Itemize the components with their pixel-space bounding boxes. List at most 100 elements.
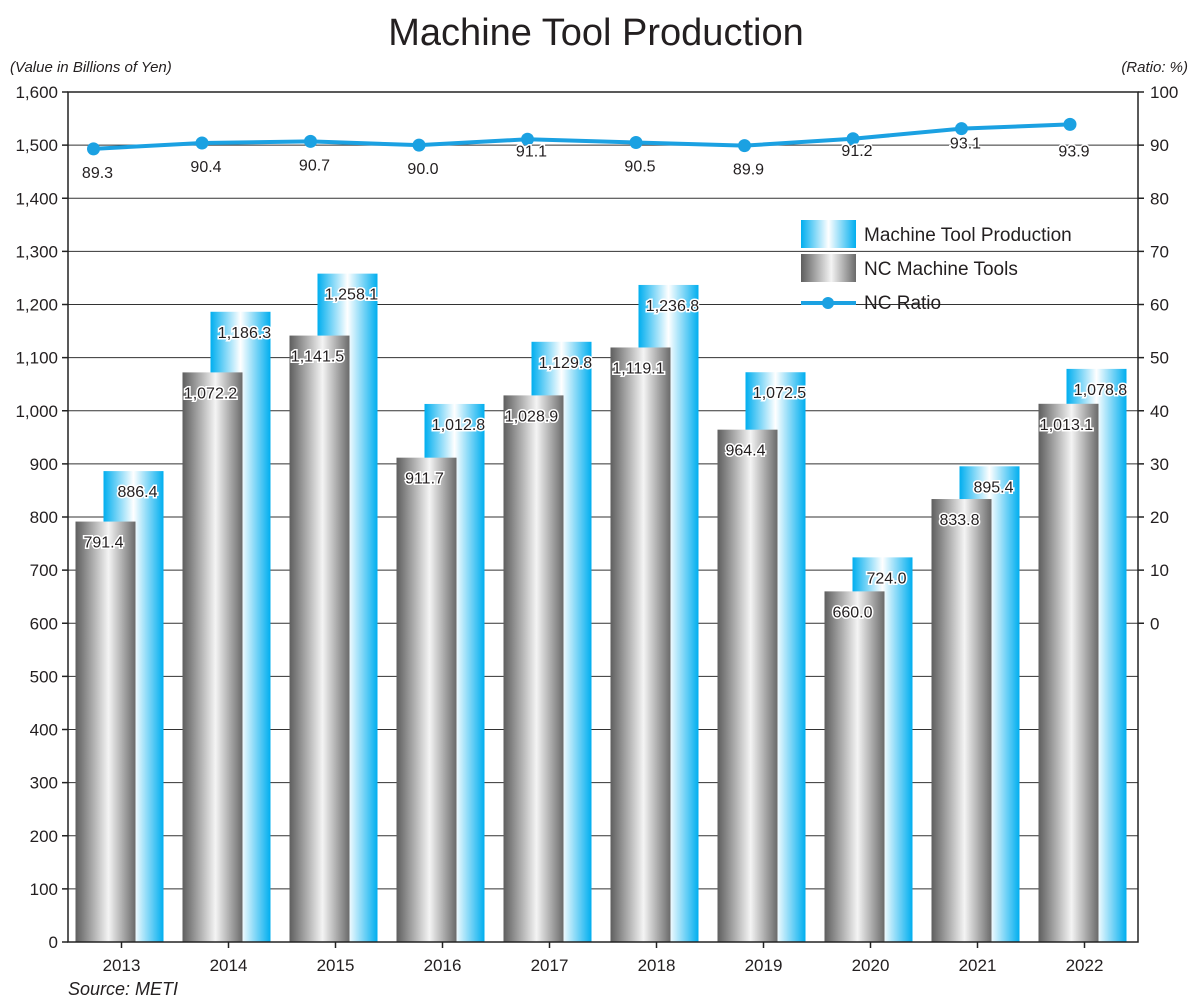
bar-nc-machine-tools xyxy=(289,335,350,942)
legend-label-nc-ratio: NC Ratio xyxy=(864,293,941,314)
nc-ratio-point xyxy=(195,136,209,150)
right-axis-tick-label: 50 xyxy=(1150,349,1169,368)
x-axis-tick-label: 2021 xyxy=(959,956,997,975)
bar-nc-machine-tools xyxy=(717,429,778,943)
right-axis-tick-label: 20 xyxy=(1150,508,1169,527)
data-label-machine-tool-production: 1,078.8 xyxy=(1074,382,1127,399)
left-axis-tick-label: 800 xyxy=(30,508,58,527)
data-label-nc-ratio: 90.7 xyxy=(299,157,330,174)
nc-ratio-line xyxy=(93,122,1071,151)
data-label-nc-ratio: 93.1 xyxy=(950,136,981,153)
right-axis-tick-label: 90 xyxy=(1150,136,1169,155)
data-label-machine-tool-production: 895.4 xyxy=(973,479,1013,496)
right-axis-tick-label: 80 xyxy=(1150,189,1169,208)
right-axis-tick-label: 10 xyxy=(1150,561,1169,580)
x-axis-tick-label: 2020 xyxy=(852,956,890,975)
nc-ratio-point xyxy=(846,132,860,146)
left-axis-tick-label: 0 xyxy=(49,933,58,952)
data-label-nc-ratio: 89.3 xyxy=(82,165,113,182)
left-axis-tick-label: 200 xyxy=(30,827,58,846)
nc-ratio-point xyxy=(521,132,534,146)
nc-ratio-point xyxy=(1063,117,1077,131)
bar-nc-machine-tools xyxy=(75,521,136,942)
data-label-nc-ratio: 93.9 xyxy=(1058,143,1089,160)
nc-ratio-point xyxy=(738,139,751,153)
bar-nc-machine-tools xyxy=(824,591,885,942)
data-label-nc-ratio: 90.4 xyxy=(190,159,221,176)
nc-ratio-point xyxy=(955,122,968,136)
x-axis-tick-label: 2013 xyxy=(103,956,141,975)
chart-title: Machine Tool Production xyxy=(388,12,803,54)
left-axis-tick-label: 600 xyxy=(30,614,58,633)
data-label-nc-ratio: 91.1 xyxy=(516,143,547,160)
data-label-machine-tool-production: 724.0 xyxy=(866,570,906,587)
legend-swatch-nc-machine-tools xyxy=(801,254,856,282)
data-label-machine-tool-production: 886.4 xyxy=(117,484,157,501)
left-axis-tick-label: 1,200 xyxy=(15,296,58,315)
bar-nc-machine-tools xyxy=(182,372,243,942)
left-axis-tick-label: 500 xyxy=(30,667,58,686)
data-label-machine-tool-production: 1,129.8 xyxy=(539,355,592,372)
bar-nc-machine-tools xyxy=(931,499,992,942)
legend: Machine Tool Production NC Machine Tools… xyxy=(801,220,1072,314)
right-axis-tick-label: 100 xyxy=(1150,83,1178,102)
data-label-nc-machine-tools: 660.0 xyxy=(832,604,872,621)
left-axis-tick-label: 700 xyxy=(30,561,58,580)
right-axis-tick-label: 40 xyxy=(1150,402,1169,421)
data-label-machine-tool-production: 1,258.1 xyxy=(325,287,378,304)
data-label-nc-ratio: 90.5 xyxy=(624,158,655,175)
x-axis-tick-label: 2018 xyxy=(638,956,676,975)
data-labels-layer: 886.4 791.4 1,186.3 1,072.2 1,258.1 1,141.5 1,… xyxy=(80,134,1128,623)
data-label-nc-machine-tools: 1,013.1 xyxy=(1040,417,1093,434)
x-axis-tick-label: 2019 xyxy=(745,956,783,975)
data-label-nc-ratio: 89.9 xyxy=(733,162,764,179)
left-axis-tick-label: 1,300 xyxy=(15,242,58,261)
data-label-nc-machine-tools: 1,072.2 xyxy=(184,385,237,402)
right-axis-tick-label: 30 xyxy=(1150,455,1169,474)
bar-nc-machine-tools xyxy=(1038,403,1099,942)
left-axis-tick-label: 1,600 xyxy=(15,83,58,102)
right-axis-tick-label: 70 xyxy=(1150,242,1169,261)
plot-frame xyxy=(67,91,1139,943)
legend-label-nc-machine-tools: NC Machine Tools xyxy=(864,259,1018,280)
left-axis-tick-label: 1,100 xyxy=(15,349,58,368)
bar-nc-machine-tools xyxy=(503,395,564,943)
data-label-nc-machine-tools: 1,119.1 xyxy=(612,360,664,377)
left-axis-tick-label: 1,400 xyxy=(15,189,58,208)
right-axis-unit-label: (Ratio: %) xyxy=(1121,59,1188,76)
left-axis-tick-label: 400 xyxy=(30,721,58,740)
x-axis-tick-label: 2015 xyxy=(317,956,355,975)
data-label-nc-machine-tools: 911.7 xyxy=(405,471,444,488)
data-label-machine-tool-production: 1,012.8 xyxy=(432,417,485,434)
data-label-nc-machine-tools: 1,028.9 xyxy=(505,408,558,425)
axes-layer: 01002003004005006007008009001,0001,1001,… xyxy=(15,83,1178,975)
data-label-machine-tool-production: 1,072.5 xyxy=(753,385,806,402)
x-axis-tick-label: 2017 xyxy=(531,956,569,975)
bars-layer xyxy=(75,273,1127,943)
source-note: Source: METI xyxy=(68,979,178,999)
x-axis-tick-label: 2022 xyxy=(1066,956,1104,975)
left-axis-tick-label: 300 xyxy=(30,774,58,793)
data-label-nc-ratio: 90.0 xyxy=(407,161,438,178)
ratio-line-layer xyxy=(87,117,1077,156)
nc-ratio-point xyxy=(629,135,643,149)
x-axis-tick-label: 2016 xyxy=(424,956,462,975)
data-label-nc-machine-tools: 964.4 xyxy=(725,443,765,460)
right-axis-tick-label: 60 xyxy=(1150,296,1169,315)
left-axis-tick-label: 1,000 xyxy=(15,402,58,421)
left-axis-unit-label: (Value in Billions of Yen) xyxy=(10,59,172,76)
left-axis-tick-label: 1,500 xyxy=(15,136,58,155)
data-label-nc-ratio: 91.2 xyxy=(841,143,872,160)
data-label-nc-machine-tools: 791.4 xyxy=(83,535,123,552)
left-axis-tick-label: 900 xyxy=(30,455,58,474)
legend-swatch-machine-tool-production xyxy=(801,220,856,248)
data-label-nc-machine-tools: 1,141.5 xyxy=(291,349,344,366)
bar-nc-machine-tools xyxy=(610,347,671,942)
x-axis-tick-label: 2014 xyxy=(210,956,248,975)
nc-ratio-point xyxy=(87,142,100,156)
right-axis-tick-label: 0 xyxy=(1150,614,1159,633)
bar-nc-machine-tools xyxy=(396,457,457,942)
nc-ratio-point xyxy=(304,134,317,148)
data-label-machine-tool-production: 1,186.3 xyxy=(218,325,271,342)
